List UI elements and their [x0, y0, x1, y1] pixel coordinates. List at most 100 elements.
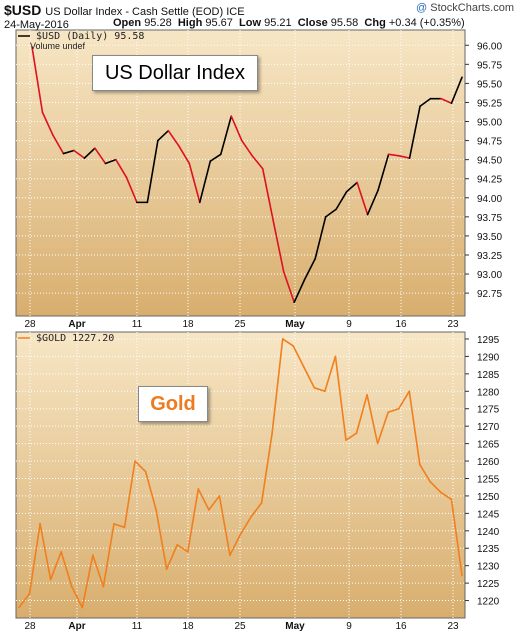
gold-y-tick: 1230 [477, 562, 500, 573]
gold-series-segment [165, 543, 179, 570]
usd-series-segment [209, 153, 222, 162]
gold-series-segment [250, 502, 263, 518]
gold-y-tick: 1240 [477, 527, 500, 538]
gold-series-segment [92, 554, 105, 588]
usd-legend-label: $USD (Daily) 95.58 [36, 31, 145, 42]
usd-series-segment [387, 153, 400, 157]
gold-series-segment [302, 366, 316, 389]
usd-series-segment [83, 147, 96, 159]
low-label: Low [239, 17, 262, 29]
volume-legend: Volume undef [30, 41, 86, 51]
gold-y-tick: 1250 [477, 492, 500, 503]
gold-y-tick: 1270 [477, 422, 500, 433]
usd-series-segment [335, 190, 348, 211]
gold-series-segment [387, 407, 400, 414]
usd-series-segment [73, 149, 86, 159]
gold-legend-label: $GOLD 1227.20 [36, 333, 115, 344]
usd-y-tick: 92.75 [477, 289, 502, 300]
high-value: 95.67 [205, 17, 233, 29]
gold-series-segment [28, 523, 41, 595]
gold-series-segment [39, 523, 52, 581]
gold-legend: $GOLD 1227.20 [18, 333, 114, 344]
symbol-label: $USD [4, 2, 42, 18]
usd-series-segment [104, 158, 117, 165]
gold-title-box: Gold [138, 386, 208, 422]
gold-series-segment [18, 592, 31, 609]
chg-label: Chg [364, 17, 386, 29]
usd-y-tick: 93.50 [477, 232, 502, 243]
gold-x-tick: 28 [24, 621, 36, 632]
usd-series-segment [282, 270, 295, 304]
usd-legend: $USD (Daily) 95.58 [18, 31, 144, 42]
usd-x-tick: Apr [68, 319, 85, 330]
gold-x-tick: 11 [132, 621, 143, 632]
gold-series-segment [313, 387, 326, 393]
usd-series-segment [41, 111, 54, 137]
usd-y-tick: 95.25 [477, 98, 502, 109]
gold-x-tick: 16 [395, 621, 407, 632]
gold-y-tick: 1265 [477, 440, 500, 451]
open-value: 95.28 [144, 17, 172, 29]
usd-y-tick: 93.00 [477, 270, 502, 281]
gold-series-segment [176, 543, 189, 553]
low-value: 95.21 [264, 17, 292, 29]
stockcharts-credit[interactable]: @ StockCharts.com [416, 2, 514, 14]
usd-x-tick: 16 [395, 319, 407, 330]
gold-series-segment [102, 523, 115, 588]
gold-series-segment [324, 355, 337, 393]
gold-panel-background [15, 331, 466, 619]
usd-y-tick: 94.75 [477, 137, 502, 148]
gold-series-segment [197, 488, 210, 511]
gold-series-segment [376, 411, 389, 445]
usd-x-tick: 11 [132, 319, 143, 330]
usd-series-segment [356, 181, 369, 216]
high-label: High [177, 17, 203, 29]
usd-series-segment [251, 155, 264, 170]
gold-x-tick: May [285, 621, 305, 632]
usd-series-segment [345, 181, 358, 193]
gold-series-segment [345, 432, 358, 441]
usd-x-tick: 18 [182, 319, 194, 330]
usd-y-tick: 96.00 [477, 41, 502, 52]
gold-y-tick: 1275 [477, 405, 500, 416]
usd-series-segment [303, 257, 316, 281]
close-label: Close [297, 17, 328, 29]
usd-series-segment [199, 160, 212, 204]
gold-series-segment [123, 460, 136, 529]
gold-y-tick: 1290 [477, 352, 500, 363]
usd-series-segment [366, 189, 379, 216]
usd-x-tick: 28 [24, 319, 36, 330]
gold-x-tick: 23 [447, 621, 459, 632]
usd-y-tick: 93.25 [477, 251, 502, 262]
usd-series-segment [398, 155, 411, 159]
usd-series-segment [408, 105, 421, 159]
usd-series-segment [314, 216, 327, 260]
gold-series-segment [113, 523, 126, 529]
usd-series-segment [377, 153, 390, 191]
usd-y-tick: 95.50 [477, 79, 502, 90]
usd-title-box: US Dollar Index [92, 55, 258, 91]
gold-y-tick: 1295 [477, 335, 500, 346]
credit-text: StockCharts.com [430, 2, 514, 14]
gold-x-tick: 18 [182, 621, 194, 632]
gold-series-segment [134, 460, 147, 473]
gold-series-segment [186, 488, 200, 553]
usd-series-segment [94, 147, 107, 165]
gold-series-segment [366, 393, 379, 445]
gold-x-tick: 9 [346, 621, 352, 632]
chart-date: 24-May-2016 [4, 19, 69, 31]
usd-series-segment [219, 115, 233, 156]
gold-series-segment [70, 585, 84, 609]
gold-series-segment [271, 338, 284, 434]
usd-series-segment [188, 162, 201, 204]
usd-series-segment [240, 139, 254, 157]
usd-series-segment [178, 145, 191, 165]
gold-legend-swatch [18, 337, 30, 339]
usd-series-segment [272, 219, 285, 273]
usd-x-tick: 25 [234, 319, 246, 330]
usd-x-tick: May [285, 319, 305, 330]
open-label: Open [113, 17, 142, 29]
gold-series-segment [281, 338, 295, 347]
chg-value: +0.34 (+0.35%) [388, 17, 465, 29]
